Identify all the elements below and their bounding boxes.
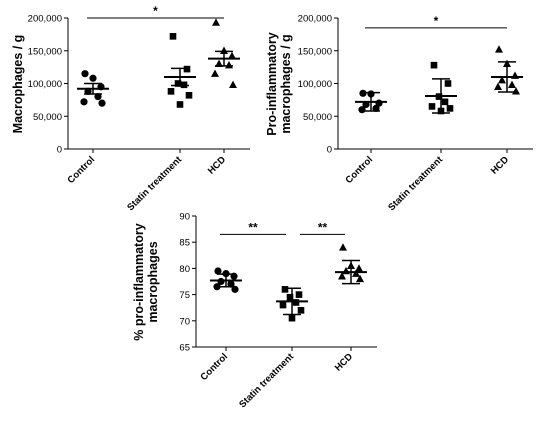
data-point-square	[281, 286, 289, 293]
y-axis-label-line: macrophages	[146, 241, 160, 322]
significance-label: *	[434, 14, 439, 28]
significance-label: *	[153, 4, 158, 18]
data-point-triangle	[338, 272, 346, 280]
data-point-circle	[98, 99, 106, 107]
y-tick-label: 200,000	[28, 14, 62, 25]
data-point-triangle	[356, 274, 364, 283]
y-axis-label-line: Pro-inflammatory	[265, 32, 279, 136]
y-tick-label: 65	[179, 343, 190, 354]
data-point-square	[176, 101, 184, 108]
data-point-triangle	[225, 60, 233, 69]
y-tick-label: 150,000	[298, 46, 332, 57]
x-tick-label: Statin treatment	[386, 154, 446, 214]
data-point-square	[295, 291, 303, 298]
data-point-square	[292, 299, 300, 306]
data-point-triangle	[212, 18, 220, 26]
y-tick-label: 100,000	[28, 79, 62, 90]
data-point-triangle	[352, 269, 360, 277]
data-point-triangle	[495, 45, 503, 53]
x-tick-label: Statin treatment	[237, 351, 297, 411]
data-point-triangle	[355, 264, 363, 272]
data-point-triangle	[512, 87, 520, 95]
significance-label: **	[318, 220, 328, 234]
data-point-circle	[214, 267, 222, 275]
data-point-triangle	[508, 80, 516, 89]
x-tick-label: Control	[65, 154, 97, 186]
data-point-triangle	[211, 69, 219, 77]
y-tick-label: 200,000	[298, 14, 332, 25]
data-point-circle	[231, 285, 239, 293]
x-tick-label: HCD	[333, 351, 355, 373]
x-tick-label: Control	[198, 351, 230, 383]
significance-label: **	[248, 220, 258, 234]
data-point-square	[428, 103, 436, 110]
data-point-square	[167, 88, 175, 95]
y-axis-label-line: % pro-inflammatory	[132, 223, 146, 340]
data-point-square	[174, 80, 182, 87]
data-point-triangle	[229, 80, 237, 89]
data-point-square	[169, 33, 177, 40]
y-axis-label-line: Macrophages / g	[11, 35, 25, 134]
y-axis-label: Macrophages / g	[11, 35, 25, 134]
panel-macrophages-per-gram: 0 50,000 100,000 150,000 200,000Macrophages …	[11, 4, 250, 213]
panel-pro-inflammatory-macrophages-per-gram: 0 50,000 100,000 150,000 200,000 Pro-inflamma…	[265, 14, 533, 214]
data-point-square	[288, 314, 296, 322]
y-tick-label: 70	[179, 316, 190, 327]
x-tick-label: Control	[343, 154, 375, 186]
y-tick-label: 50,000	[303, 112, 332, 123]
y-tick-label: 80	[179, 264, 190, 275]
data-point-triangle	[339, 243, 347, 251]
x-tick-label: HCD	[489, 154, 511, 176]
y-tick-label: 85	[179, 238, 190, 249]
y-tick-label: 75	[179, 290, 190, 301]
y-tick-label: 0	[57, 145, 62, 156]
y-tick-label: 90	[179, 212, 190, 223]
data-point-square	[444, 80, 452, 87]
data-point-triangle	[228, 51, 236, 60]
data-point-triangle	[498, 76, 506, 84]
x-tick-label: HCD	[206, 154, 228, 176]
data-point-square	[286, 293, 294, 301]
data-point-square	[430, 61, 438, 69]
data-point-circle	[227, 280, 235, 288]
data-point-circle	[94, 93, 102, 101]
y-tick-label: 0	[327, 145, 332, 156]
data-point-square	[279, 301, 287, 309]
data-point-circle	[89, 74, 97, 82]
y-tick-label: 50,000	[33, 112, 62, 123]
y-axis-label: % pro-inflammatorymacrophages	[132, 223, 160, 340]
y-tick-label: 100,000	[298, 79, 332, 90]
data-point-circle	[80, 98, 88, 106]
data-point-circle	[81, 70, 89, 78]
data-point-square	[185, 91, 193, 99]
data-point-square	[297, 307, 305, 314]
y-tick-label: 150,000	[28, 46, 62, 57]
y-axis-label: Pro-inflammatorymacrophages / g	[265, 32, 293, 136]
panel-percent-pro-inflammatory-macrophages: 65 70 75 80 85 90 % pro-inflammatorymacrophage…	[132, 212, 377, 411]
data-point-triangle	[494, 82, 502, 90]
x-tick-label: Statin treatment	[125, 154, 185, 214]
data-point-square	[441, 98, 449, 106]
data-point-square	[446, 105, 454, 112]
y-axis-label-line: macrophages / g	[279, 34, 293, 133]
data-point-circle	[358, 106, 366, 114]
data-point-circle	[372, 104, 380, 112]
